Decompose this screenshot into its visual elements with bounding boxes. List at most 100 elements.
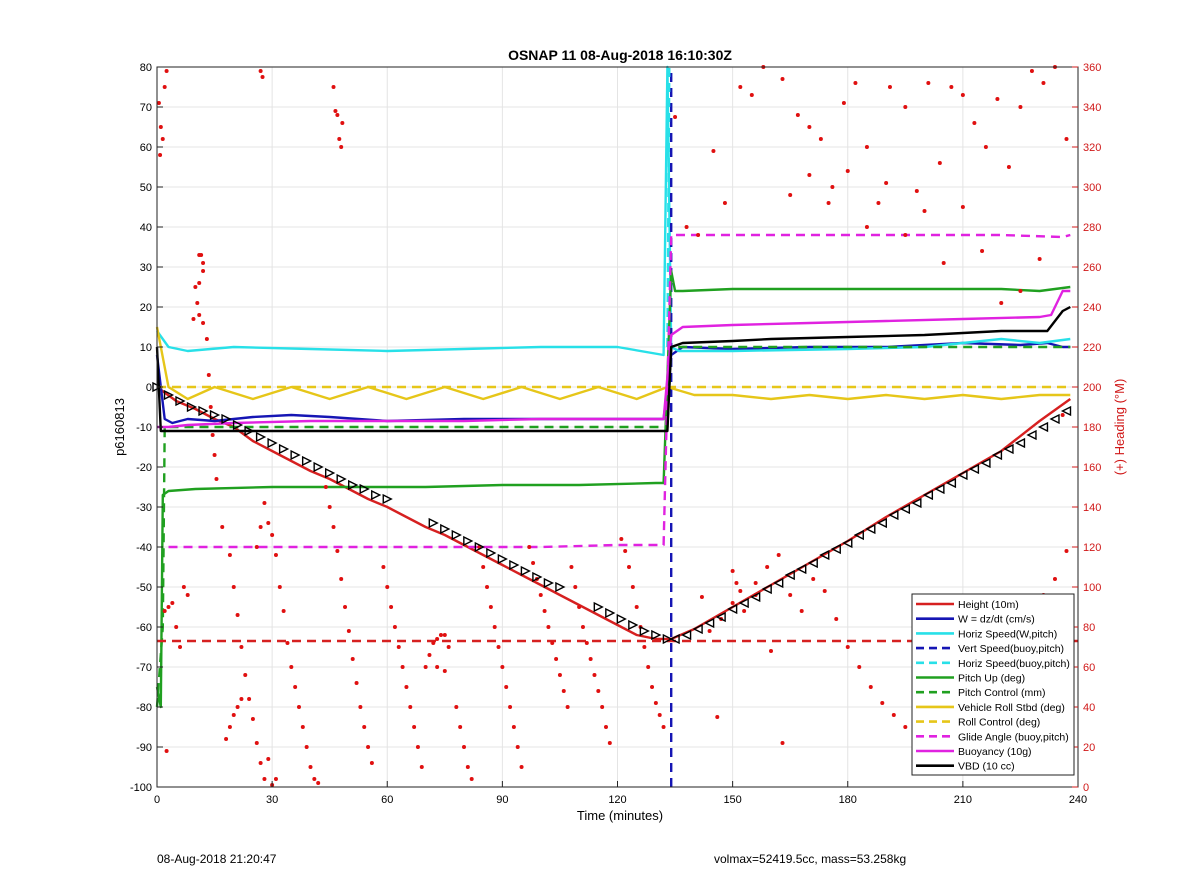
heading-point [235, 705, 240, 709]
heading-point [343, 605, 348, 609]
heading-point [795, 113, 800, 117]
track-marker [628, 619, 639, 631]
legend-label: Vehicle Roll Stbd (deg) [958, 702, 1065, 714]
footer-vehicle-info: volmax=52419.5cc, mass=53.258kg [714, 852, 907, 866]
legend-label: Vert Speed(buoy,pitch) [958, 643, 1064, 655]
y-tick-label: 60 [140, 142, 152, 154]
track-marker [301, 455, 313, 467]
y2-tick-label: 120 [1083, 542, 1101, 554]
heading-point [550, 641, 555, 645]
heading-point [1029, 69, 1034, 73]
heading-point [369, 761, 374, 765]
y2-tick-label: 180 [1083, 422, 1101, 434]
heading-point [807, 173, 812, 177]
heading-point [580, 625, 585, 629]
heading-point [389, 605, 394, 609]
y-tick-label: 0 [146, 382, 152, 394]
legend-label: Roll Control (deg) [958, 717, 1040, 729]
heading-point [206, 373, 211, 377]
heading-point [162, 85, 167, 89]
heading-point [776, 553, 781, 557]
track-marker [371, 489, 382, 501]
heading-point [158, 153, 163, 157]
heading-point [400, 665, 405, 669]
heading-point [699, 595, 704, 599]
heading-point [160, 137, 165, 141]
track-marker [1037, 421, 1049, 433]
heading-point [826, 201, 831, 205]
heading-point [333, 109, 338, 113]
y2-tick-label: 280 [1083, 222, 1101, 234]
heading-point [769, 649, 773, 653]
track-marker [681, 629, 692, 641]
track-markers [152, 381, 1072, 645]
heading-point [164, 749, 169, 753]
heading-point [983, 145, 988, 149]
track-marker [221, 413, 232, 425]
heading-point [289, 665, 294, 669]
y-tick-label: -50 [136, 582, 152, 594]
track-marker [348, 479, 359, 491]
heading-point [243, 673, 248, 677]
legend-label: Height (10m) [958, 599, 1019, 611]
heading-point [170, 601, 175, 605]
heading-point [308, 765, 313, 769]
heading-point [193, 285, 198, 289]
track-marker [842, 537, 853, 549]
heading-point [262, 501, 267, 505]
x-tick-label: 210 [954, 794, 972, 806]
heading-point [327, 505, 332, 509]
heading-point [331, 85, 336, 89]
y-tick-label: 10 [140, 342, 152, 354]
heading-point [642, 645, 647, 649]
heading-point [191, 317, 196, 321]
heading-point [415, 745, 420, 749]
heading-point [300, 725, 305, 729]
heading-point [446, 645, 451, 649]
heading-point [1006, 165, 1011, 169]
y2-tick-label: 340 [1083, 102, 1101, 114]
y-tick-label: 80 [140, 62, 152, 74]
heading-point [788, 593, 793, 597]
heading-point [696, 233, 701, 237]
heading-point [592, 673, 597, 677]
track-marker [451, 529, 462, 541]
track-marker [440, 523, 451, 535]
y2-tick-label: 40 [1083, 702, 1095, 714]
heading-point [738, 85, 743, 89]
heading-point [239, 697, 244, 701]
heading-point [542, 609, 547, 613]
heading-point [181, 585, 186, 589]
track-marker [509, 559, 520, 571]
heading-point [250, 717, 255, 721]
heading-point [722, 201, 727, 205]
legend-label: Buoyancy (10g) [958, 746, 1032, 758]
heading-point [584, 641, 589, 645]
heading-point [185, 593, 190, 597]
heading-point [208, 405, 213, 409]
heading-point [396, 645, 401, 649]
heading-point [210, 433, 215, 437]
heading-point [454, 705, 459, 709]
heading-point [469, 777, 474, 781]
track-marker [669, 633, 680, 645]
track-marker [727, 603, 738, 615]
track-marker [922, 489, 934, 501]
track-marker [692, 623, 703, 635]
track-marker [532, 571, 543, 583]
heading-point [438, 633, 443, 637]
heading-point [197, 313, 202, 317]
heading-point [312, 777, 317, 781]
track-marker [186, 401, 198, 413]
heading-point [853, 81, 858, 85]
heading-point [619, 537, 624, 541]
y-tick-label: -70 [136, 662, 152, 674]
track-marker [784, 569, 795, 581]
heading-point [730, 569, 735, 573]
heading-point [195, 301, 200, 305]
heading-point [557, 673, 562, 677]
track-marker [934, 483, 945, 495]
track-marker [313, 461, 324, 473]
heading-point [435, 637, 440, 641]
heading-point [201, 321, 206, 325]
